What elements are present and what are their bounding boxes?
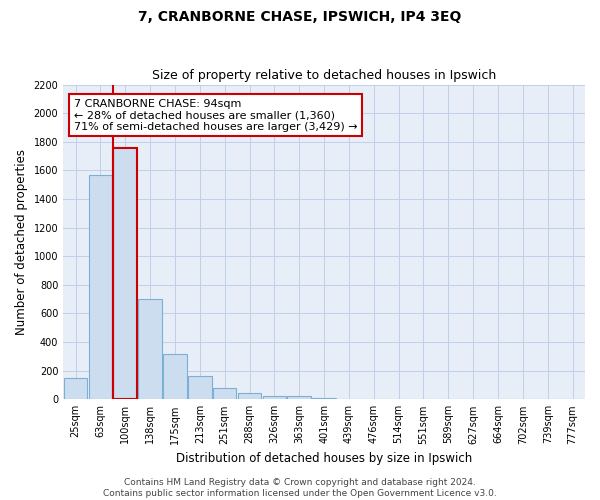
X-axis label: Distribution of detached houses by size in Ipswich: Distribution of detached houses by size … (176, 452, 472, 465)
Bar (238, 393, 262, 400)
Bar (312, 398, 336, 400)
Text: 7, CRANBORNE CHASE, IPSWICH, IP4 3EQ: 7, CRANBORNE CHASE, IPSWICH, IP4 3EQ (139, 10, 461, 24)
Bar (113, 148, 137, 400)
Bar (89, 174, 112, 400)
Bar (163, 354, 187, 400)
Bar (263, 396, 286, 400)
Bar (287, 396, 311, 400)
Text: 7 CRANBORNE CHASE: 94sqm
← 28% of detached houses are smaller (1,360)
71% of sem: 7 CRANBORNE CHASE: 94sqm ← 28% of detach… (74, 98, 357, 132)
Title: Size of property relative to detached houses in Ipswich: Size of property relative to detached ho… (152, 69, 496, 82)
Bar (64, 378, 88, 400)
Bar (139, 299, 162, 400)
Bar (188, 376, 212, 400)
Y-axis label: Number of detached properties: Number of detached properties (15, 149, 28, 335)
Text: Contains HM Land Registry data © Crown copyright and database right 2024.
Contai: Contains HM Land Registry data © Crown c… (103, 478, 497, 498)
Bar (213, 388, 236, 400)
Bar (337, 398, 361, 400)
